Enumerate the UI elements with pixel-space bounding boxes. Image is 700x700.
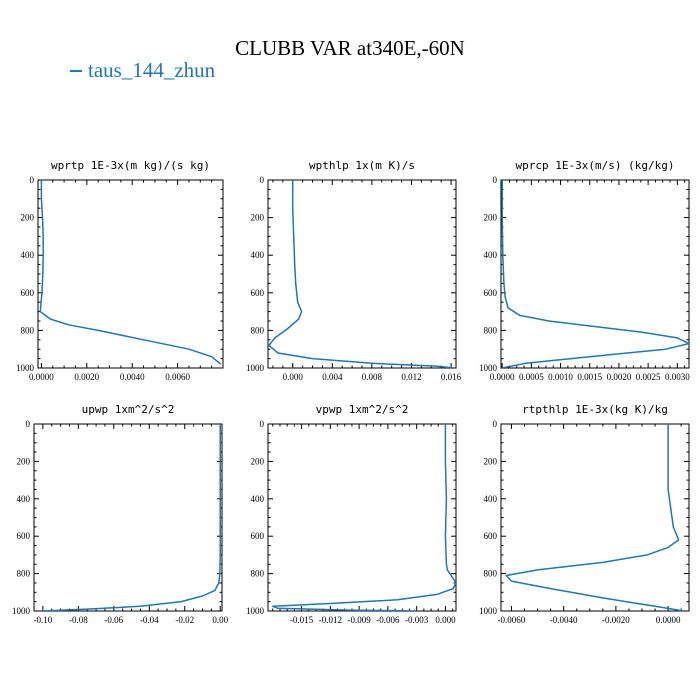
y-tick-label: 1000 <box>479 363 498 373</box>
y-tick-label: 600 <box>17 531 31 541</box>
plot-frame <box>37 179 224 369</box>
panel-4: upwp 1xm^2/s^2 0 200 400 600 800 1000-0.10 -0.0… <box>12 403 229 625</box>
x-tick-label: 0.000 <box>283 372 304 382</box>
x-tick-label: 0.0000 <box>29 372 54 382</box>
plot-frame <box>500 179 690 369</box>
panel-title: wpthlp 1x(m K)/s <box>309 159 415 172</box>
x-tick-label: 0.0025 <box>636 372 661 382</box>
y-tick-label: 400 <box>251 494 265 504</box>
series-line <box>39 180 222 365</box>
x-tick-label: -0.015 <box>290 615 314 625</box>
x-tick-label: 0.0020 <box>74 372 99 382</box>
x-tick-label: -0.02 <box>175 615 194 625</box>
y-tick-label: 200 <box>484 456 498 466</box>
y-tick-label: 0 <box>493 175 498 185</box>
y-tick-label: 0 <box>30 175 35 185</box>
series-line <box>272 424 456 611</box>
y-tick-label: 400 <box>21 250 35 260</box>
panel-2: wpthlp 1x(m K)/s 0 200 400 600 800 1000 0.000 0.… <box>246 159 462 382</box>
y-tick-label: 200 <box>251 456 265 466</box>
y-tick-label: 800 <box>251 325 265 335</box>
panel-1: wprtp 1E-3x(m kg)/(s kg) 0 200 400 600 800 100… <box>16 159 224 382</box>
panel-title: vpwp 1xm^2/s^2 <box>316 403 409 416</box>
y-tick-label: 1000 <box>479 606 498 616</box>
figure-title: CLUBB VAR at340E,-60N <box>235 36 465 60</box>
legend-label: taus_144_zhun <box>88 58 216 82</box>
panel-title: wprtp 1E-3x(m kg)/(s kg) <box>51 159 210 172</box>
x-tick-label: 0.0040 <box>120 372 145 382</box>
series-line <box>505 424 684 611</box>
y-tick-label: 1000 <box>246 606 265 616</box>
panel-6: rtpthlp 1E-3x(kg K)/kg02004006008001000-… <box>479 403 690 625</box>
x-tick-label: -0.08 <box>69 615 88 625</box>
x-tick-label: 0.0015 <box>577 372 602 382</box>
y-tick-label: 400 <box>251 250 265 260</box>
y-tick-label: 200 <box>17 456 31 466</box>
x-tick-label: -0.003 <box>405 615 429 625</box>
y-tick-label: 1000 <box>12 606 31 616</box>
x-tick-label: 0.0000 <box>490 372 515 382</box>
x-tick-label: 0.016 <box>441 372 462 382</box>
x-tick-label: -0.0020 <box>602 615 630 625</box>
y-tick-label: 0 <box>493 419 498 429</box>
series-line <box>268 180 455 368</box>
y-tick-label: 800 <box>484 325 498 335</box>
panel-title: rtpthlp 1E-3x(kg K)/kg <box>522 403 668 416</box>
y-tick-label: 200 <box>484 213 498 223</box>
panel-5: vpwp 1xm^2/s^2 0 200 400 600 800 1000 -0.015 -0.… <box>246 403 457 625</box>
x-tick-label: 0.00 <box>212 615 228 625</box>
x-tick-label: -0.04 <box>140 615 159 625</box>
y-tick-label: 600 <box>484 531 498 541</box>
panel-title: wprcp 1E-3x(m/s) (kg/kg) <box>516 159 675 172</box>
y-tick-label: 600 <box>21 288 35 298</box>
y-tick-label: 800 <box>21 325 35 335</box>
panel-3: wprcp 1E-3x(m/s) (kg/kg) 0 200 400 600 800 100… <box>479 159 690 382</box>
plot-frame <box>500 423 690 612</box>
x-tick-label: 0.004 <box>322 372 343 382</box>
x-tick-label: 0.000 <box>435 615 456 625</box>
plot-frame <box>267 423 457 612</box>
series-line <box>501 180 689 368</box>
y-tick-label: 800 <box>484 569 498 579</box>
x-tick-label: 0.0005 <box>519 372 544 382</box>
series-line <box>42 424 221 611</box>
y-tick-label: 1000 <box>246 363 265 373</box>
y-tick-label: 800 <box>17 569 31 579</box>
x-tick-label: -0.10 <box>33 615 52 625</box>
x-tick-label: -0.009 <box>347 615 371 625</box>
x-tick-label: -0.0040 <box>550 615 578 625</box>
y-tick-label: 200 <box>251 213 265 223</box>
plot-frame <box>33 423 223 612</box>
y-tick-label: 600 <box>251 531 265 541</box>
y-tick-label: 400 <box>484 250 498 260</box>
y-tick-label: 800 <box>251 569 265 579</box>
y-tick-label: 0 <box>26 419 31 429</box>
y-tick-label: 1000 <box>16 363 35 373</box>
x-tick-label: 0.008 <box>362 372 383 382</box>
y-tick-label: 0 <box>260 419 265 429</box>
x-tick-label: -0.0060 <box>498 615 526 625</box>
x-tick-label: 0.012 <box>401 372 421 382</box>
x-tick-label: -0.006 <box>376 615 400 625</box>
x-tick-label: 0.0060 <box>165 372 190 382</box>
y-tick-label: 400 <box>484 494 498 504</box>
x-tick-label: 0.0030 <box>665 372 690 382</box>
x-tick-label: 0.0000 <box>656 615 681 625</box>
panel-title: upwp 1xm^2/s^2 <box>82 403 175 416</box>
legend-line-swatch <box>70 70 82 72</box>
x-tick-label: -0.06 <box>104 615 123 625</box>
x-tick-label: 0.0020 <box>607 372 632 382</box>
y-tick-label: 600 <box>251 288 265 298</box>
y-tick-label: 0 <box>260 175 265 185</box>
plot-frame <box>267 179 457 369</box>
x-tick-label: 0.0010 <box>548 372 573 382</box>
y-tick-label: 600 <box>484 288 498 298</box>
y-tick-label: 200 <box>21 213 35 223</box>
x-tick-label: -0.012 <box>319 615 342 625</box>
y-tick-label: 400 <box>17 494 31 504</box>
